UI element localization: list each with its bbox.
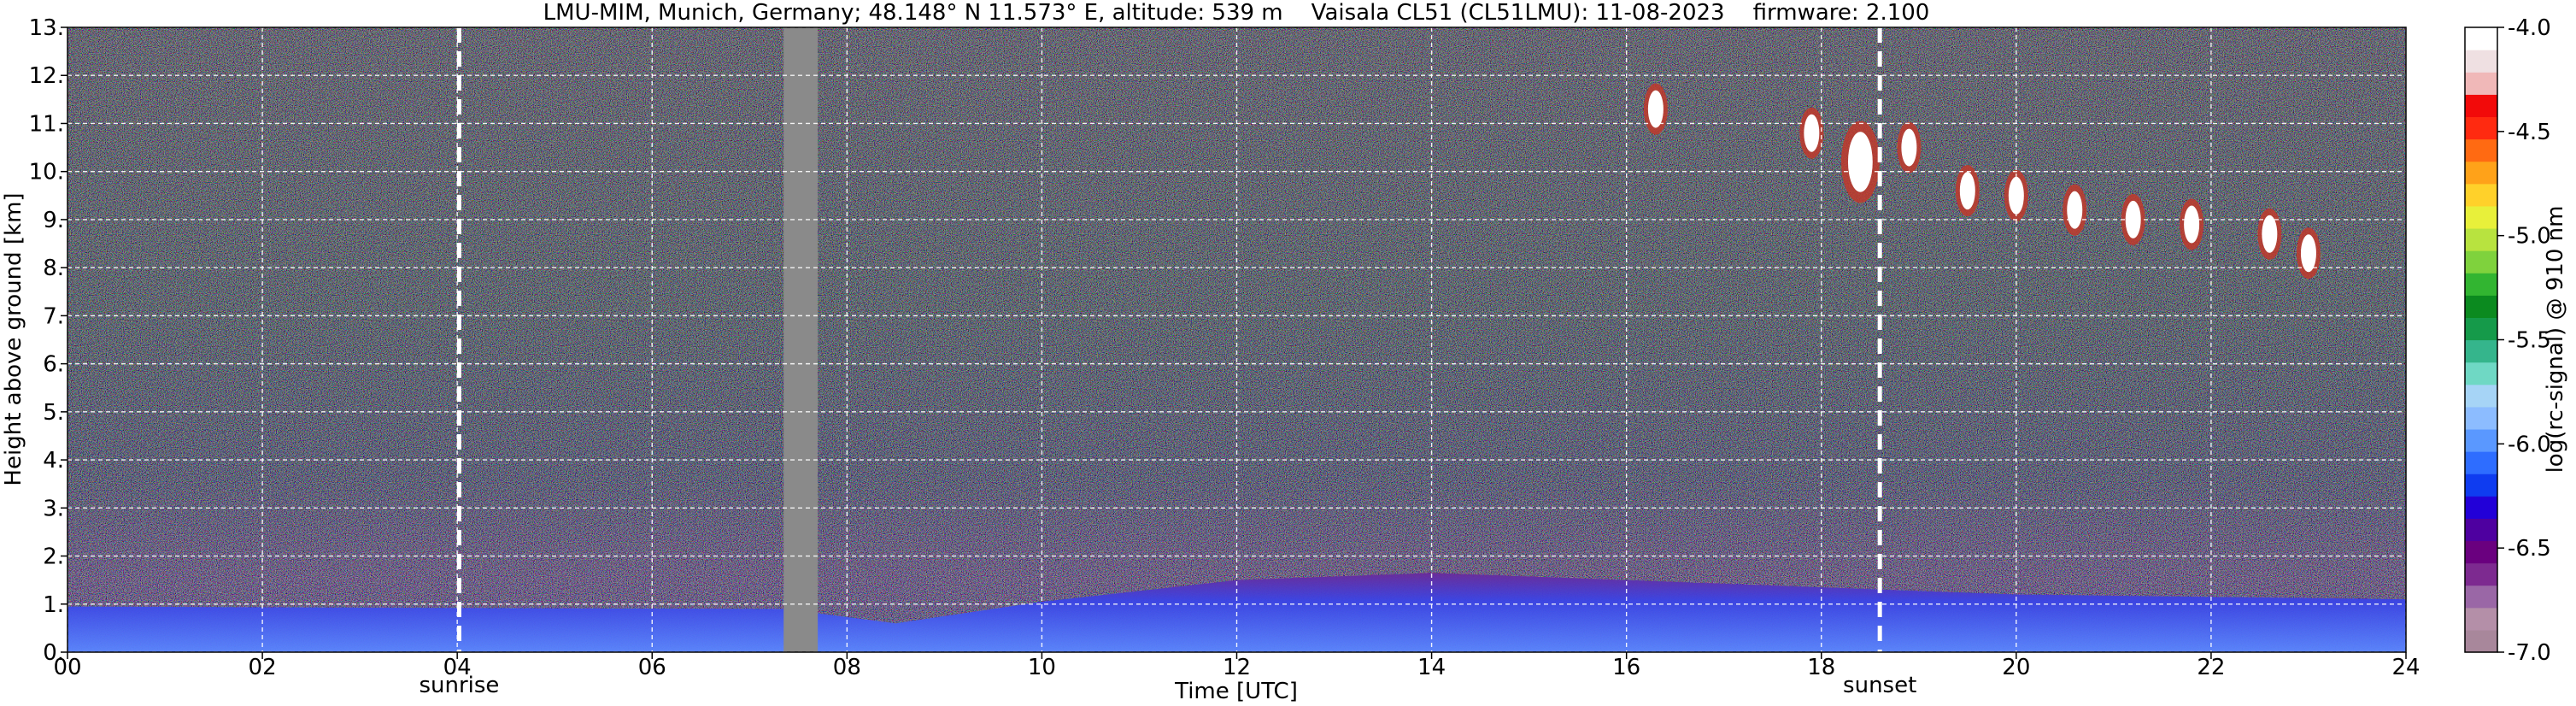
cirrus-clouds: [1643, 83, 2321, 279]
y-tick-label: 2.: [43, 544, 64, 570]
y-tick-label: 0.: [43, 640, 64, 666]
annotation-labels: sunrise sunset: [419, 673, 1916, 698]
colorbar-segment: [2465, 474, 2497, 497]
x-tick-label: 14: [1417, 655, 1446, 680]
cirrus-cloud-core: [2008, 176, 2024, 215]
colorbar-tick-label: -4.5: [2508, 120, 2551, 145]
colorbar-segment: [2465, 161, 2497, 185]
y-tick-label: 3.: [43, 496, 64, 521]
grid: [67, 27, 2406, 652]
annotation-label: sunrise: [419, 673, 499, 698]
colorbar-segment: [2465, 50, 2497, 73]
colorbar-segment: [2465, 205, 2497, 229]
cirrus-cloud-core: [1847, 132, 1873, 192]
colorbar-segment: [2465, 384, 2497, 408]
colorbar-segment: [2465, 629, 2497, 653]
colorbar-segment: [2465, 562, 2497, 586]
x-tick-label: 06: [638, 655, 666, 680]
colorbar-segment: [2465, 339, 2497, 363]
colorbar-segment: [2465, 27, 2497, 50]
colorbar-tick-label: -7.0: [2508, 640, 2551, 666]
colorbar-segment: [2465, 317, 2497, 341]
y-tick-label: 9.: [43, 208, 64, 233]
colorbar-segment: [2465, 227, 2497, 251]
colorbar-tick-label: -6.5: [2508, 536, 2551, 562]
cirrus-cloud-core: [1804, 114, 1820, 152]
x-tick-label: 00: [53, 655, 81, 680]
y-axis-label: Height above ground [km]: [1, 192, 26, 485]
x-axis-label: Time [UTC]: [1174, 679, 1298, 704]
y-tick-label: 6.: [43, 352, 64, 378]
y-tick-label: 12.: [29, 63, 64, 89]
x-tick-label: 10: [1028, 655, 1056, 680]
colorbar-tick-label: -4.0: [2508, 15, 2551, 41]
colorbar-segment: [2465, 585, 2497, 609]
colorbar-segment: [2465, 362, 2497, 385]
x-tick-label: 22: [2197, 655, 2225, 680]
x-tick-label: 08: [833, 655, 861, 680]
colorbar-tick-label: -6.0: [2508, 432, 2551, 457]
x-tick-label: 24: [2391, 655, 2420, 680]
cirrus-cloud-core: [2184, 205, 2200, 244]
colorbar: -4.0 -4.5 -5.0 -5.5 -6.0 -6.5 -7.0: [2464, 15, 2551, 666]
y-tick-label: 11.: [29, 111, 64, 137]
x-tick-label: 20: [2002, 655, 2030, 680]
colorbar-segment: [2465, 607, 2497, 631]
data-gap: [783, 27, 819, 652]
chart-title: LMU-MIM, Munich, Germany; 48.148° N 11.5…: [543, 0, 1930, 26]
colorbar-tick-label: -5.0: [2508, 224, 2551, 250]
x-tick-label: 16: [1612, 655, 1640, 680]
y-tick-label: 8.: [43, 256, 64, 281]
annotation-lines: [456, 27, 1882, 652]
x-tick-label: 12: [1223, 655, 1251, 680]
colorbar-segment: [2465, 273, 2497, 296]
cirrus-cloud-core: [2067, 191, 2083, 229]
x-tick-label: 02: [249, 655, 277, 680]
colorbar-segment: [2465, 406, 2497, 430]
y-tick-label: 1.: [43, 592, 64, 618]
plot-area: [67, 27, 2406, 652]
y-tick-label: 4.: [43, 448, 64, 474]
colorbar-segment: [2465, 72, 2497, 95]
colorbar-segment: [2465, 250, 2497, 274]
colorbar-segment: [2465, 138, 2497, 162]
colorbar-segment: [2465, 94, 2497, 118]
colorbar-segment: [2465, 540, 2497, 564]
colorbar-segment: [2465, 518, 2497, 542]
cirrus-cloud-core: [1959, 172, 1975, 210]
colorbar-segment: [2465, 428, 2497, 452]
colorbar-segment: [2465, 183, 2497, 207]
y-tick-label: 13.: [29, 15, 64, 41]
x-tick-label: 04: [443, 655, 472, 680]
cirrus-cloud-core: [1647, 90, 1664, 128]
annotation-label: sunset: [1843, 673, 1916, 698]
colorbar-label: log(rc-signal) @ 910 nm: [2543, 206, 2568, 474]
cirrus-cloud-core: [2125, 200, 2141, 238]
colorbar-segment: [2465, 496, 2497, 519]
x-axis-ticks: 00 02 04 06 08 10 12 14 16 18 20 22 24: [53, 652, 2421, 680]
cirrus-cloud-core: [2262, 215, 2278, 253]
y-tick-label: 5.: [43, 400, 64, 426]
colorbar-segment: [2465, 295, 2497, 318]
colorbar-segment: [2465, 451, 2497, 474]
colorbar-segment: [2465, 116, 2497, 140]
y-tick-label: 7.: [43, 303, 64, 329]
y-axis-ticks: 0. 1. 2. 3. 4. 5. 6. 7. 8. 9. 10. 11. 12. 13.: [29, 15, 67, 666]
x-tick-label: 18: [1807, 655, 1835, 680]
y-tick-label: 10.: [29, 160, 64, 185]
cirrus-cloud-core: [1901, 128, 1917, 167]
colorbar-tick-label: -5.5: [2508, 328, 2551, 354]
cirrus-cloud-core: [2300, 234, 2316, 273]
